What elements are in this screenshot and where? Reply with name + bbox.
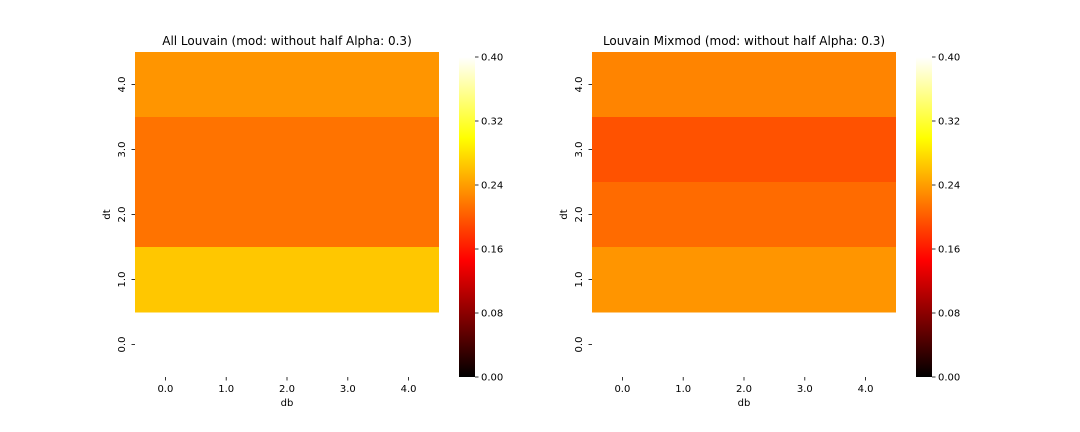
colorbar-tick-label: 0.32 bbox=[938, 117, 960, 128]
colorbar-tick-label: 0.16 bbox=[938, 245, 960, 256]
x-tick-label: 1.0 bbox=[218, 384, 234, 395]
y-tick-label: 4.0 bbox=[574, 77, 585, 93]
colorbar-tick-label: 0.08 bbox=[938, 309, 960, 320]
colorbar-gradient bbox=[916, 57, 932, 377]
x-tick-label: 4.0 bbox=[401, 384, 417, 395]
y-tick-label: 3.0 bbox=[574, 142, 585, 158]
heatmap-panel-2: Louvain Mixmod (mod: without half Alpha:… bbox=[559, 34, 960, 409]
colorbar-tick-label: 0.40 bbox=[481, 53, 503, 64]
x-axis-label: db bbox=[281, 398, 294, 409]
y-axis-label: dt bbox=[559, 209, 570, 219]
heatmap-row-dt-3-0 bbox=[135, 117, 439, 183]
x-tick-label: 2.0 bbox=[736, 384, 752, 395]
heatmap-row-dt-4-0 bbox=[135, 52, 439, 118]
heatmap-panel-1: All Louvain (mod: without half Alpha: 0.… bbox=[102, 34, 503, 409]
chart-title: All Louvain (mod: without half Alpha: 0.… bbox=[162, 34, 412, 48]
colorbar: 0.00 0.08 0.16 0.24 0.32 0.40 bbox=[459, 53, 503, 384]
y-tick-label: 2.0 bbox=[574, 207, 585, 223]
colorbar-tick-label: 0.00 bbox=[481, 373, 503, 384]
colorbar-tick-label: 0.24 bbox=[481, 181, 503, 192]
x-tick-label: 1.0 bbox=[675, 384, 691, 395]
y-tick-label: 1.0 bbox=[117, 272, 128, 288]
colorbar-tick-label: 0.32 bbox=[481, 117, 503, 128]
y-axis-label: dt bbox=[102, 209, 113, 219]
heatmap-row-dt-1-0 bbox=[592, 247, 896, 313]
colorbar-tick-label: 0.08 bbox=[481, 309, 503, 320]
y-tick-label: 3.0 bbox=[117, 142, 128, 158]
x-tick-label: 3.0 bbox=[340, 384, 356, 395]
colorbar-gradient bbox=[459, 57, 475, 377]
x-tick-label: 4.0 bbox=[858, 384, 874, 395]
colorbar-tick-label: 0.16 bbox=[481, 245, 503, 256]
x-tick-label: 0.0 bbox=[614, 384, 630, 395]
colorbar-tick-label: 0.00 bbox=[938, 373, 960, 384]
y-tick-label: 1.0 bbox=[574, 272, 585, 288]
colorbar: 0.00 0.08 0.16 0.24 0.32 0.40 bbox=[916, 53, 960, 384]
y-tick-label: 4.0 bbox=[117, 77, 128, 93]
heatmap-row-dt-4-0 bbox=[592, 52, 896, 118]
y-tick-label: 0.0 bbox=[117, 337, 128, 353]
x-tick-label: 2.0 bbox=[279, 384, 295, 395]
heatmap-row-dt-2-0 bbox=[135, 182, 439, 248]
heatmap-row-dt-2-0 bbox=[592, 182, 896, 248]
chart-title: Louvain Mixmod (mod: without half Alpha:… bbox=[603, 34, 885, 48]
y-tick-label: 2.0 bbox=[117, 207, 128, 223]
heatmap-row-dt-1-0 bbox=[135, 247, 439, 313]
x-tick-label: 0.0 bbox=[157, 384, 173, 395]
colorbar-tick-label: 0.40 bbox=[938, 53, 960, 64]
colorbar-tick-label: 0.24 bbox=[938, 181, 960, 192]
heatmap-row-dt-3-0 bbox=[592, 117, 896, 183]
x-axis-label: db bbox=[738, 398, 751, 409]
x-tick-label: 3.0 bbox=[797, 384, 813, 395]
y-tick-label: 0.0 bbox=[574, 337, 585, 353]
